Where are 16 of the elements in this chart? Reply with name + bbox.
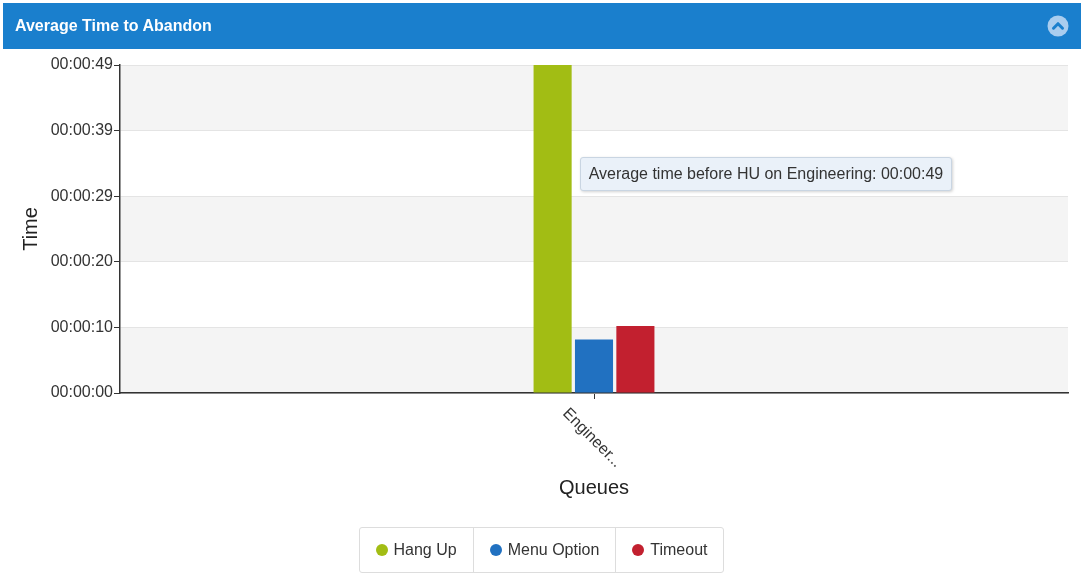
bar [574, 339, 614, 393]
legend-label: Menu Option [507, 541, 600, 559]
legend-label: Hang Up [393, 541, 457, 559]
y-tick-label: 00:00:49 [50, 55, 114, 73]
bar [616, 326, 655, 393]
y-tick-label: 00:00:10 [50, 317, 114, 335]
y-tick-label: 00:00:39 [50, 121, 114, 139]
x-axis-title: Queues [558, 475, 630, 498]
chart-title: Average Time to Abandon [15, 16, 212, 36]
y-tick-label: 00:00:20 [50, 252, 114, 270]
bar [533, 65, 572, 393]
y-tick-label: 00:00:29 [50, 186, 114, 204]
y-tick-label: 00:00:00 [50, 383, 114, 401]
y-axis-title: Time [18, 207, 41, 251]
legend-label: Timeout [650, 541, 708, 559]
annotation: Average time before HU on Engineering: 00:00:49 [579, 157, 953, 191]
